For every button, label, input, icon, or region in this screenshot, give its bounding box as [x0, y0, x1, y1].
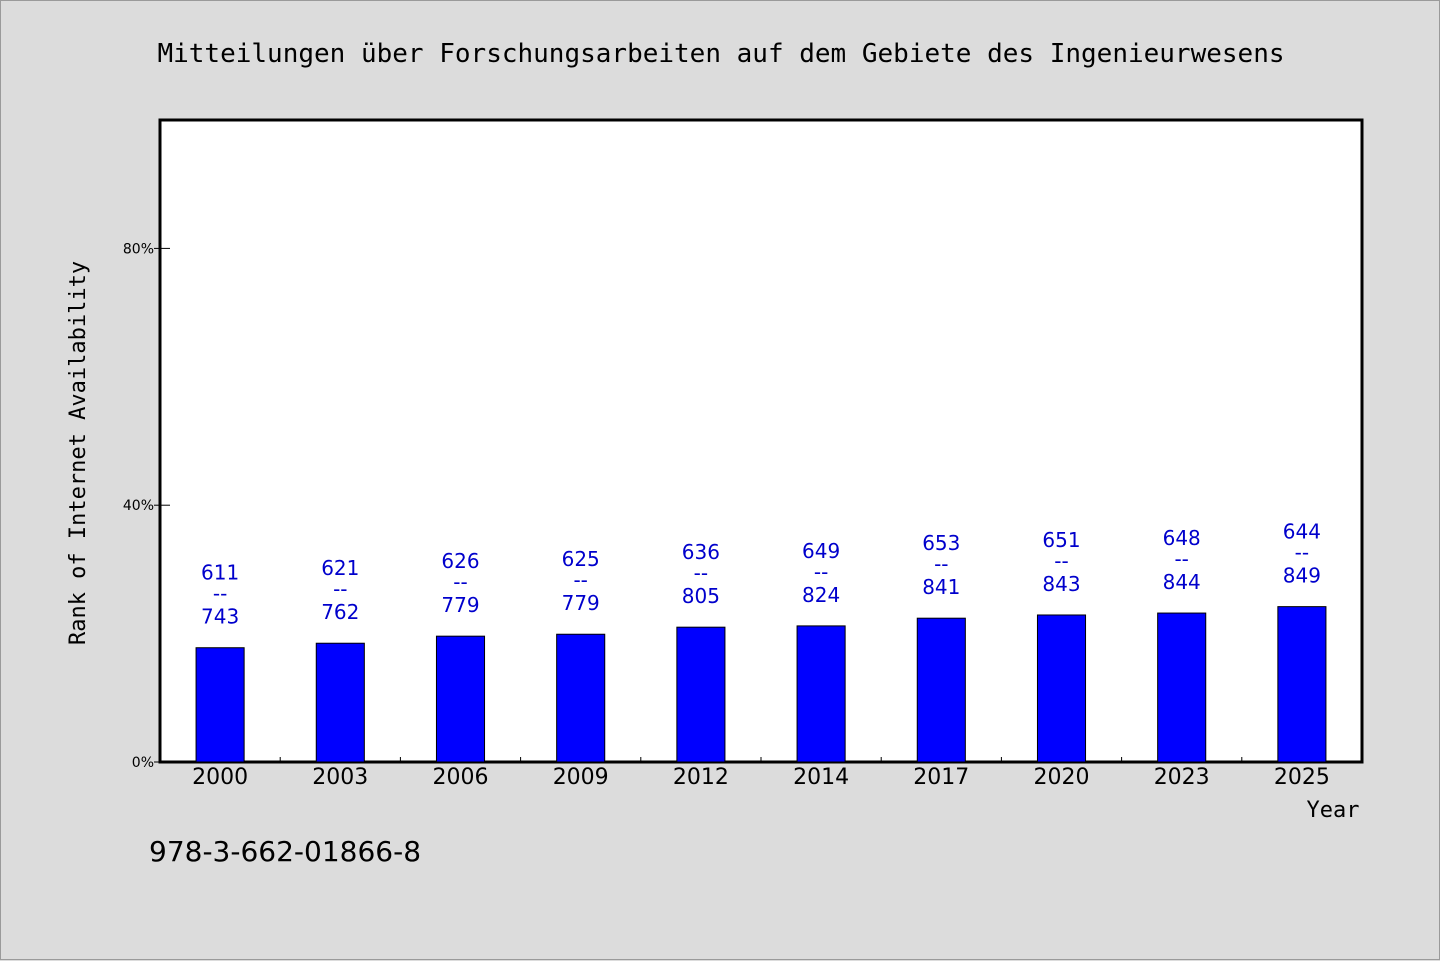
- x-axis-ticks: 2000 2003 2006 2009 2012 2014 2017 2020 2023 2025: [192, 757, 1330, 790]
- data-labels-group: 611--743621--762626--779625--779636--805…: [201, 520, 1321, 629]
- bar-2014: [796, 625, 846, 763]
- y-tick-label-2: 80%: [123, 241, 154, 257]
- data-label-separator-2000: --: [213, 582, 227, 606]
- y-tick-label-0: 0%: [132, 755, 154, 771]
- bar-2012: [676, 626, 726, 763]
- data-label-separator-2023: --: [1174, 547, 1188, 571]
- data-label-top-2014: 649: [802, 539, 840, 563]
- x-tick-label-2023: 2023: [1154, 765, 1210, 790]
- data-label-top-2000: 611: [201, 561, 239, 585]
- bar-2009: [556, 633, 606, 763]
- isbn-text: 978-3-662-01866-8: [149, 835, 422, 868]
- data-label-top-2017: 653: [922, 531, 960, 555]
- data-label-bottom-2009: 779: [562, 591, 600, 615]
- bar-2025: [1277, 606, 1327, 763]
- data-label-top-2020: 651: [1042, 528, 1080, 552]
- x-tick-label-2006: 2006: [433, 765, 489, 790]
- data-label-bottom-2020: 843: [1042, 572, 1080, 596]
- data-label-bottom-2025: 849: [1283, 564, 1321, 588]
- data-label-separator-2009: --: [573, 568, 587, 592]
- data-label-top-2023: 648: [1163, 526, 1201, 550]
- data-label-top-2003: 621: [321, 556, 359, 580]
- data-label-top-2025: 644: [1283, 520, 1321, 544]
- data-label-separator-2014: --: [814, 560, 828, 584]
- data-label-top-2009: 625: [562, 547, 600, 571]
- bar-2017: [916, 617, 966, 763]
- x-tick-label-2020: 2020: [1034, 765, 1090, 790]
- y-axis-label: Rank of Internet Availability: [66, 261, 91, 645]
- data-label-bottom-2014: 824: [802, 583, 840, 607]
- x-tick-label-2014: 2014: [793, 765, 849, 790]
- bar-2006: [435, 635, 486, 763]
- bar-2023: [1157, 612, 1207, 763]
- data-label-separator-2012: --: [694, 561, 708, 585]
- data-label-bottom-2023: 844: [1163, 570, 1201, 594]
- data-label-bottom-2000: 743: [201, 605, 239, 629]
- data-label-separator-2025: --: [1295, 541, 1309, 565]
- y-axis-ticks: 0% 40% 80%: [123, 241, 170, 771]
- data-label-bottom-2003: 762: [321, 600, 359, 624]
- x-tick-label-2025: 2025: [1274, 765, 1330, 790]
- bar-2003: [315, 642, 365, 763]
- x-axis-label: Year: [1307, 798, 1360, 823]
- bars-group: [195, 606, 1327, 763]
- y-tick-label-1: 40%: [123, 498, 154, 514]
- bar-2020: [1036, 614, 1087, 763]
- bar-2000: [195, 647, 245, 763]
- x-tick-label-2017: 2017: [913, 765, 969, 790]
- x-tick-label-2009: 2009: [553, 765, 609, 790]
- x-tick-label-2003: 2003: [312, 765, 368, 790]
- data-label-top-2012: 636: [682, 540, 720, 564]
- chart-title: Mitteilungen über Forschungsarbeiten auf…: [157, 39, 1284, 69]
- x-tick-label-2000: 2000: [192, 765, 248, 790]
- data-label-top-2006: 626: [441, 549, 479, 573]
- data-label-separator-2017: --: [934, 552, 948, 576]
- data-label-separator-2003: --: [333, 577, 347, 601]
- x-tick-label-2012: 2012: [673, 765, 729, 790]
- data-label-separator-2006: --: [453, 570, 467, 594]
- data-label-bottom-2006: 779: [441, 593, 479, 617]
- data-label-separator-2020: --: [1054, 549, 1068, 573]
- data-label-bottom-2017: 841: [922, 575, 960, 599]
- data-label-bottom-2012: 805: [682, 584, 720, 608]
